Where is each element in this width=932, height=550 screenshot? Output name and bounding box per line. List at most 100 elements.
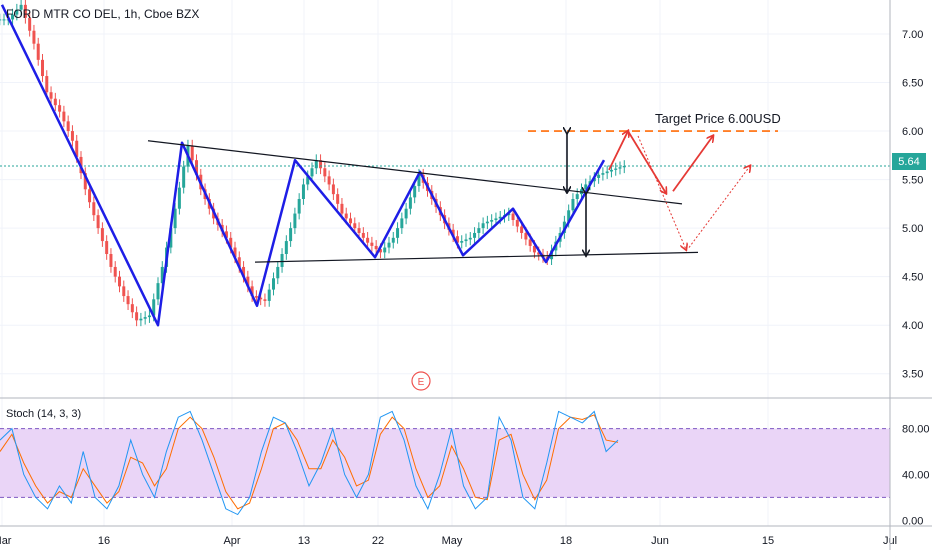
candle-body — [32, 30, 36, 44]
candle-body — [53, 98, 57, 106]
candle-body — [451, 229, 455, 237]
candle-body — [344, 213, 348, 219]
candle-body — [387, 242, 391, 248]
candle-body — [15, 9, 19, 15]
candle-body — [417, 174, 421, 187]
stochastic-d-line — [0, 414, 619, 510]
candle-body — [460, 241, 464, 243]
candle-body — [605, 171, 609, 174]
candle-body — [408, 197, 412, 209]
candle-body — [49, 92, 53, 99]
candle-body — [537, 252, 541, 255]
candle-body — [404, 208, 408, 219]
candle-body — [520, 226, 524, 233]
price-tick-label: 6.50 — [902, 78, 923, 90]
time-tick-label: Jun — [651, 535, 669, 547]
price-tick-label: 6.00 — [902, 126, 923, 138]
candle-body — [105, 241, 109, 255]
candle-body — [263, 299, 267, 301]
candle-body — [280, 254, 284, 267]
candle-body — [331, 184, 335, 195]
event-marker[interactable]: E — [411, 371, 431, 391]
candle-body — [391, 237, 395, 243]
candle-body — [597, 174, 601, 178]
candle-body — [195, 160, 198, 175]
stochastic-tick-label: 40.00 — [902, 469, 930, 481]
candle-body — [378, 249, 382, 253]
candle-body — [622, 165, 626, 168]
time-tick-label: 13 — [298, 535, 310, 547]
candle-body — [19, 4, 23, 10]
event-marker-circle — [411, 371, 431, 391]
candle-body — [152, 299, 156, 316]
candle-body — [126, 296, 130, 305]
candle-body — [254, 296, 258, 298]
candle-body — [340, 203, 344, 214]
candle-body — [349, 218, 352, 224]
candle-body — [139, 318, 143, 321]
candle-body — [601, 173, 605, 175]
candle-body — [567, 210, 571, 222]
time-tick-label: 18 — [560, 535, 572, 547]
candle-body — [468, 237, 472, 240]
candle-body — [169, 228, 173, 248]
time-tick-label: May — [442, 535, 463, 547]
price-tick-label: 4.50 — [902, 272, 923, 284]
candle-body — [366, 237, 370, 243]
candle-body — [88, 189, 92, 203]
price-tick-label: 3.50 — [902, 369, 923, 381]
candle-body — [306, 176, 310, 185]
candle-body — [584, 184, 588, 190]
stochastic-lines — [0, 410, 619, 516]
candle-body — [242, 266, 246, 277]
candle-body — [28, 17, 32, 31]
candle-body — [135, 312, 139, 321]
candle-body — [156, 283, 160, 300]
candle-body — [571, 199, 575, 211]
candle-body — [66, 121, 70, 132]
time-tick-label: 15 — [762, 535, 774, 547]
candle-body — [618, 167, 622, 169]
candle-body — [293, 213, 297, 229]
candle-body — [177, 187, 181, 209]
stochastic-tick-label: 80.00 — [902, 424, 930, 436]
price-tick-label: 5.00 — [902, 223, 923, 235]
candle-body — [259, 297, 263, 300]
candle-body — [507, 213, 511, 216]
candle-body — [498, 216, 502, 219]
candle-body — [413, 186, 417, 198]
candle-body — [233, 247, 237, 258]
last-price-badge: 5.64 — [892, 153, 926, 170]
annotation-lines — [0, 4, 890, 327]
candle-body — [130, 304, 134, 313]
chart-title: FORD MTR CO DEL, 1h, Cboe BZX — [6, 7, 199, 21]
forecast-arrow — [627, 130, 666, 193]
candle-body — [147, 315, 151, 318]
candle-body — [353, 223, 357, 229]
forecast-arrow — [672, 136, 713, 192]
candle-body — [284, 241, 288, 255]
forecast-arrow — [608, 131, 628, 171]
candle-body — [301, 184, 305, 199]
candle-body — [23, 4, 27, 18]
candle-body — [297, 199, 301, 214]
lower-trendline — [254, 251, 699, 263]
candle-body — [361, 232, 365, 238]
candle-body — [250, 286, 254, 297]
candle-body — [575, 194, 579, 199]
candle-body — [58, 105, 62, 112]
candle-body — [224, 231, 228, 238]
candle-body — [11, 14, 15, 20]
candle-body — [100, 228, 104, 242]
candle-body — [314, 160, 318, 169]
candle-body — [532, 245, 536, 253]
stochastic-k-line — [0, 410, 619, 516]
candle-body — [267, 289, 271, 301]
candle-body — [122, 286, 126, 297]
price-tick-label: 7.00 — [902, 29, 923, 41]
stochastic-tick-label: 0.00 — [902, 515, 923, 527]
last-price-badge-bg — [892, 153, 926, 170]
candle-body — [524, 232, 528, 240]
